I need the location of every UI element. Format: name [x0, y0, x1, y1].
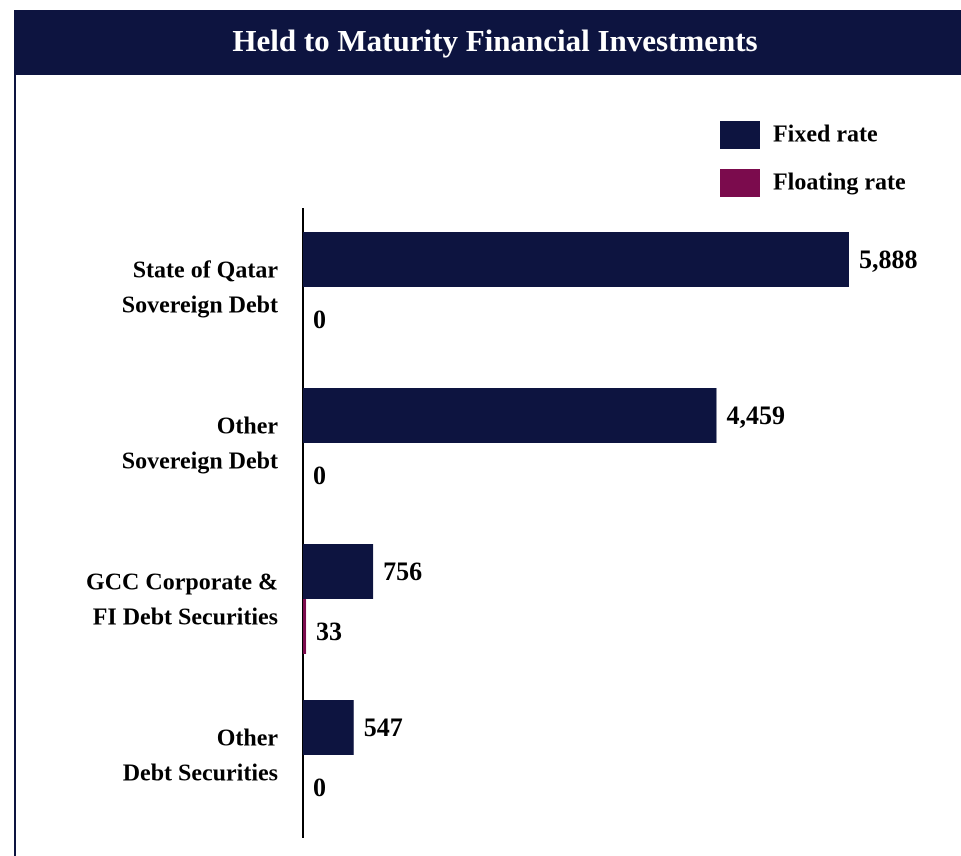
category-label: Sovereign Debt — [122, 449, 278, 475]
category-label: Debt Securities — [123, 761, 278, 787]
value-label: 0 — [313, 773, 326, 802]
value-label: 0 — [313, 305, 326, 334]
category-label: FI Debt Securities — [93, 605, 278, 631]
value-label: 756 — [383, 557, 422, 586]
chart-title: Held to Maturity Financial Investments — [232, 23, 757, 58]
bar — [303, 544, 374, 599]
bar — [303, 388, 717, 443]
bar — [303, 700, 354, 755]
value-label: 4,459 — [726, 401, 785, 430]
category-label: Other — [217, 726, 279, 752]
bar — [303, 599, 307, 654]
value-label: 33 — [316, 617, 342, 646]
category-label: Other — [217, 414, 279, 440]
title-bar — [14, 10, 961, 75]
legend-label: Fixed rate — [773, 122, 878, 148]
category-label: Sovereign Debt — [122, 293, 278, 319]
category-label: State of Qatar — [133, 258, 279, 284]
legend-label: Floating rate — [773, 170, 906, 196]
value-label: 0 — [313, 461, 326, 490]
bar — [303, 232, 849, 287]
value-label: 5,888 — [859, 245, 918, 274]
legend-swatch — [720, 169, 760, 197]
legend-swatch — [720, 121, 760, 149]
value-label: 547 — [364, 713, 403, 742]
category-label: GCC Corporate & — [86, 570, 278, 596]
